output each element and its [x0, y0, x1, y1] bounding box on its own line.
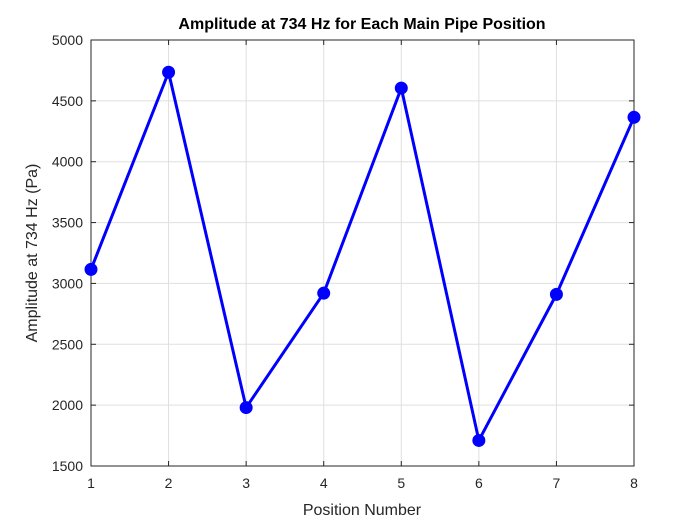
y-tick-label: 1500 [52, 458, 83, 474]
plot-area [91, 40, 634, 466]
data-point [84, 262, 98, 276]
x-tick-labels: 1 2 3 4 5 6 7 8 [87, 475, 638, 491]
series [84, 65, 641, 447]
y-tick-label: 4000 [52, 154, 83, 170]
y-tick-label: 5000 [52, 32, 83, 48]
x-axis-title: Position Number [303, 502, 422, 519]
axes [90, 39, 635, 467]
y-tick-label: 2000 [52, 397, 83, 413]
x-tick-label: 2 [165, 475, 173, 491]
y-tick-label: 3500 [52, 215, 83, 231]
chart-title: Amplitude at 734 Hz for Each Main Pipe P… [178, 16, 545, 33]
data-point [549, 287, 563, 301]
data-point [394, 81, 408, 95]
y-axis-title: Amplitude at 734 Hz (Pa) [24, 164, 41, 343]
data-point [472, 433, 486, 447]
y-tick-labels: 1500 2000 2500 3000 3500 4000 4500 5000 [52, 32, 83, 474]
axes-box [90, 39, 635, 467]
y-tick-label: 4500 [52, 93, 83, 109]
y-tick-label: 2500 [52, 336, 83, 352]
data-point [317, 286, 331, 300]
x-tick-label: 1 [87, 475, 95, 491]
data-point [239, 401, 253, 415]
data-point [162, 65, 176, 79]
data-series [84, 65, 641, 447]
x-tick-label: 8 [630, 475, 638, 491]
data-point [627, 110, 641, 124]
tick-marks [90, 39, 635, 467]
x-tick-label: 5 [397, 475, 405, 491]
x-tick-label: 4 [320, 475, 328, 491]
x-tick-label: 7 [553, 475, 561, 491]
x-tick-label: 6 [475, 475, 483, 491]
x-tick-label: 3 [242, 475, 250, 491]
series-line [89, 70, 636, 442]
y-tick-label: 3000 [52, 275, 83, 291]
